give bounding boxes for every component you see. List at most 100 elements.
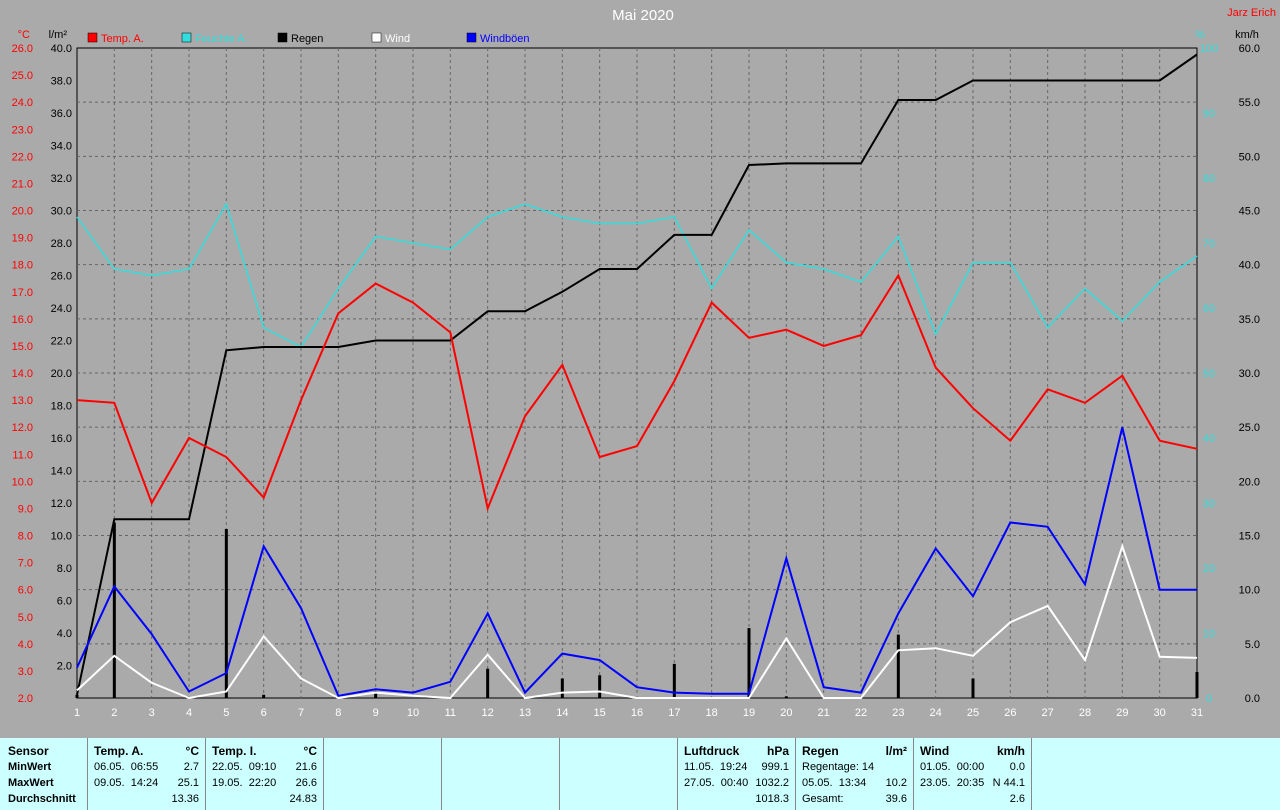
legend-label-4: Windböen (480, 33, 530, 45)
legend-swatch-4 (466, 32, 477, 43)
rain-tick-label: 4.0 (57, 628, 72, 640)
x-tick-label: 26 (1004, 707, 1016, 719)
temp-tick-label: 21.0 (12, 178, 33, 190)
rain-tick-label: 8.0 (57, 563, 72, 575)
rain-tick-label: 36.0 (51, 108, 72, 120)
row-label-sensor: Sensor (8, 744, 49, 758)
stats-temp-outdoor: Temp. A. °C 06.05. 06:55 2.7 09.05. 14:2… (88, 738, 206, 810)
x-tick-label: 31 (1191, 707, 1203, 719)
humidity-tick-label: 0 (1206, 693, 1212, 705)
pressure-max-time: 27.05. 00:40 (684, 777, 749, 789)
x-tick-label: 6 (261, 707, 267, 719)
temp-tick-label: 25.0 (12, 70, 33, 82)
temp-tick-label: 13.0 (12, 395, 33, 407)
x-tick-label: 24 (930, 707, 942, 719)
rain-bar (486, 668, 490, 698)
row-label-avg: Durchschnitt (8, 793, 76, 805)
wind-title: Wind (920, 744, 950, 758)
rain-bar (971, 678, 975, 698)
temp-i-avg: 24.83 (289, 793, 317, 805)
rain-tick-label: 24.0 (51, 303, 72, 315)
wind-tick-label: 10.0 (1239, 585, 1260, 597)
wind-tick-label: 40.0 (1239, 260, 1260, 272)
rain-bar (262, 694, 266, 698)
rain-tick-label: 22.0 (51, 336, 72, 348)
wind-tick-label: 35.0 (1239, 314, 1260, 326)
temp-a-min-time: 06.05. 06:55 (94, 761, 159, 773)
x-tick-label: 10 (407, 707, 419, 719)
temp-tick-label: 6.0 (18, 585, 33, 597)
series-line-temp-a (76, 273, 1198, 512)
row-label-max: MaxWert (8, 777, 54, 789)
temp-tick-label: 22.0 (12, 151, 33, 163)
legend-label-0: Temp. A. (101, 33, 144, 45)
rain-bar (672, 663, 676, 698)
x-tick-label: 23 (892, 707, 904, 719)
rain-bar (598, 675, 602, 698)
rain-bar (896, 634, 900, 698)
series-line-feuchte-a (76, 202, 1198, 348)
series-line-wind (76, 543, 1198, 700)
rain-tick-label: 12.0 (51, 498, 72, 510)
rain-tick-label: 14.0 (51, 466, 72, 478)
x-tick-label: 2 (111, 707, 117, 719)
statistics-panel: Sensor MinWert MaxWert Durchschnitt Temp… (0, 738, 1280, 810)
x-tick-label: 28 (1079, 707, 1091, 719)
wind-tick-label: 0.0 (1245, 693, 1260, 705)
rain-title: Regen (802, 744, 839, 758)
series-line-regen (76, 53, 1198, 696)
humidity-tick-label: 30 (1203, 498, 1215, 510)
pressure-max-val: 1032.2 (755, 777, 789, 789)
temp-tick-label: 16.0 (12, 314, 33, 326)
temp-i-min-val: 21.6 (295, 761, 317, 773)
temp-tick-label: 9.0 (18, 503, 33, 515)
weather-chart: Mai 2020 Jarz Erich Temp. A. Feuchte A. Re… (0, 0, 1280, 738)
rain-tick-label: 34.0 (51, 141, 72, 153)
stats-wind: Wind km/h 01.05. 00:00 0.0 23.05. 20:35 … (914, 738, 1032, 810)
wind-unit-label: km/h (1235, 29, 1259, 41)
series-lines (76, 53, 1198, 700)
temp-tick-label: 8.0 (18, 531, 33, 543)
temp-i-max-time: 19.05. 22:20 (212, 777, 277, 789)
humidity-tick-label: 90 (1203, 108, 1215, 120)
x-tick-label: 22 (855, 707, 867, 719)
rain-bar (224, 529, 228, 698)
rain-tick-label: 28.0 (51, 238, 72, 250)
rain-tick-label: 38.0 (51, 76, 72, 88)
x-tick-label: 3 (149, 707, 155, 719)
row-label-min: MinWert (8, 761, 52, 773)
rain-tick-label: 18.0 (51, 401, 72, 413)
rain-total-label: Gesamt: (802, 793, 844, 805)
series-line-windb-en (76, 426, 1197, 697)
humidity-tick-label: 50 (1203, 368, 1215, 380)
wind-tick-label: 25.0 (1239, 422, 1260, 434)
temp-a-title: Temp. A. (94, 744, 144, 758)
temp-a-max-val: 25.1 (177, 777, 199, 789)
rain-bar (1195, 672, 1199, 698)
rain-bar (784, 696, 788, 698)
temp-tick-label: 3.0 (18, 666, 33, 678)
rain-unit: l/m² (885, 744, 907, 758)
x-tick-label: 15 (594, 707, 606, 719)
rain-days: Regentage: 14 (802, 761, 875, 773)
x-tick-label: 13 (519, 707, 531, 719)
pressure-unit: hPa (766, 744, 789, 758)
temp-tick-label: 11.0 (12, 449, 33, 461)
wind-min-time: 01.05. 00:00 (920, 761, 985, 773)
hum-unit-label: % (1195, 29, 1205, 41)
temp-i-max-val: 26.6 (295, 777, 317, 789)
chart-background (0, 0, 1280, 738)
rain-tick-label: 32.0 (51, 173, 72, 185)
temp-tick-label: 4.0 (18, 639, 33, 651)
rain-tick-label: 40.0 (51, 43, 72, 55)
rain-total-val: 39.6 (885, 793, 907, 805)
x-tick-label: 1 (74, 707, 80, 719)
rain-unit-label: l/m² (49, 29, 68, 41)
temp-tick-label: 14.0 (12, 368, 33, 380)
stats-temp-indoor: Temp. I. °C 22.05. 09:10 21.6 19.05. 22:… (206, 738, 324, 810)
wind-tick-label: 45.0 (1239, 206, 1260, 218)
x-tick-label: 20 (780, 707, 792, 719)
temp-unit-label: °C (18, 29, 30, 41)
legend-swatch-1 (181, 32, 192, 43)
wind-avg: 2.6 (1009, 793, 1025, 805)
